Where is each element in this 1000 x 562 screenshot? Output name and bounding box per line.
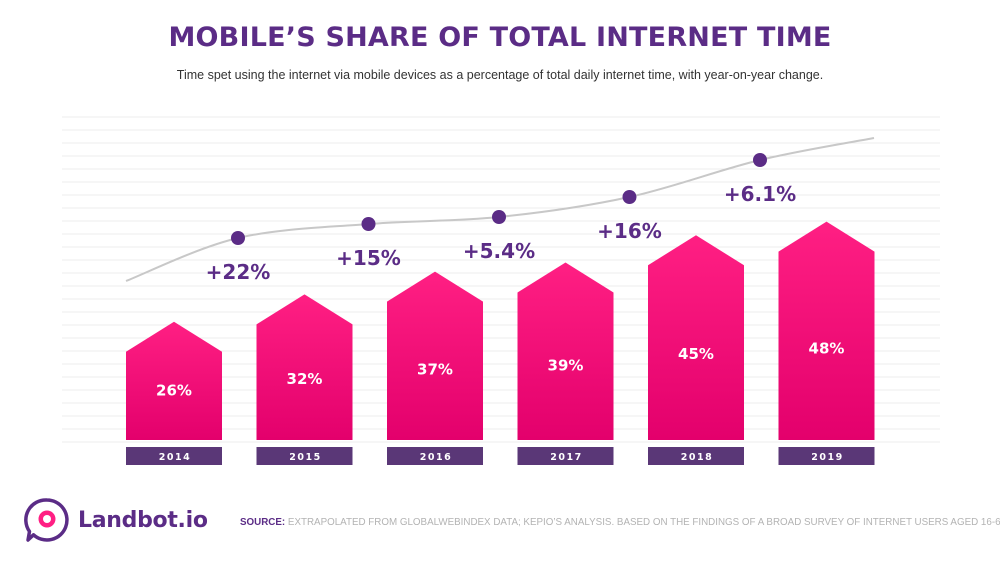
- brand-logo: Landbot.io: [24, 497, 208, 543]
- source-label: SOURCE:: [240, 517, 286, 528]
- yoy-change-label: +5.4%: [463, 239, 535, 263]
- chart-title: MOBILE’S SHARE OF TOTAL INTERNET TIME: [168, 22, 832, 53]
- yoy-change-label: +15%: [336, 246, 401, 270]
- brand-name: Landbot.io: [78, 507, 208, 533]
- x-tick-label: 2014: [159, 452, 191, 463]
- bar-value-label: 26%: [156, 381, 192, 399]
- year-band: [517, 447, 614, 465]
- chart-subtitle: Time spet using the internet via mobile …: [176, 68, 824, 82]
- year-band: [256, 447, 353, 465]
- year-axis: 2014 2015 2016 2017 2018 2019: [126, 447, 875, 465]
- bar-value-label: 45%: [678, 345, 714, 363]
- chat-bubble-icon: [24, 498, 69, 542]
- trend-dot: [622, 190, 637, 204]
- trend-dot: [492, 210, 506, 224]
- trend-dots: [231, 153, 767, 245]
- trend-dot: [231, 231, 245, 245]
- bar-2016: [387, 271, 483, 440]
- bars-group: 26% 32% 37% 39% 45% 48%: [126, 221, 875, 440]
- bar-2015: [256, 294, 353, 440]
- trend-dot: [361, 217, 376, 231]
- bar-value-label: 37%: [417, 360, 453, 378]
- x-tick-label: 2019: [811, 452, 843, 463]
- x-tick-label: 2018: [681, 452, 713, 463]
- bar-value-label: 32%: [287, 370, 323, 388]
- bar-2018: [648, 235, 744, 440]
- bar-value-label: 39%: [548, 356, 584, 374]
- trend-dot: [753, 153, 767, 167]
- yoy-change-label: +6.1%: [724, 182, 796, 206]
- year-band: [648, 447, 744, 465]
- year-band: [387, 447, 483, 465]
- x-tick-label: 2015: [289, 452, 321, 463]
- year-band: [126, 447, 222, 465]
- yoy-change-label: +22%: [206, 260, 271, 284]
- yoy-change-labels: +22% +15% +5.4% +16% +6.1%: [206, 182, 796, 284]
- source-text: EXTRAPOLATED FROM GLOBALWEBINDEX DATA; K…: [285, 517, 1000, 528]
- x-tick-label: 2017: [550, 452, 582, 463]
- bar-2017: [517, 262, 614, 440]
- bar-2014: [126, 321, 222, 440]
- bar-2019: [778, 221, 875, 440]
- x-tick-label: 2016: [420, 452, 452, 463]
- year-band: [778, 447, 875, 465]
- bar-value-label: 48%: [809, 339, 845, 357]
- yoy-change-label: +16%: [597, 219, 662, 243]
- source-note: SOURCE: EXTRAPOLATED FROM GLOBALWEBINDEX…: [240, 517, 1000, 528]
